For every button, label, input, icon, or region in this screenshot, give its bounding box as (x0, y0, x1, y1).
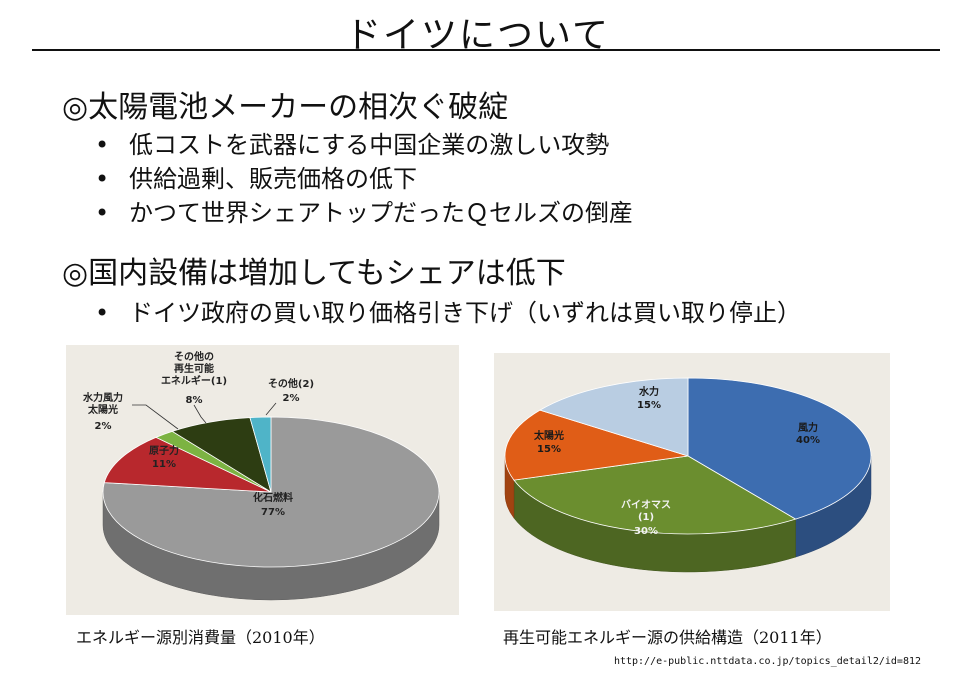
pie-slice (103, 436, 272, 493)
pie-slice (249, 416, 272, 493)
energy-consumption-pie-svg: 化石燃料 77% 原子力 11% 水力風力太陽光 2% その他の再生可能エネルギー(1) 8%… (66, 345, 459, 615)
renewable-supply-pie-chart: 風力 40% バイオマス(1) 30% 太陽光 15% 水力 15% (494, 353, 890, 611)
leader-line (132, 404, 179, 430)
slice-label-hydro-wind-solar: 水力風力太陽光 (82, 391, 123, 416)
bullet-item: • 供給過剰、販売価格の低下 (95, 162, 633, 196)
chart-2-caption: 再生可能エネルギー源の供給構造（2011年） (503, 628, 832, 647)
bullet-text: ドイツ政府の買い取り価格引き下げ（いずれは買い取り停止） (129, 299, 801, 327)
bullet-item: • ドイツ政府の買い取り価格引き下げ（いずれは買い取り停止） (95, 296, 801, 330)
section-1-bullets: • 低コストを武器にする中国企業の激しい攻勢 • 供給過剰、販売価格の低下 • かつて… (95, 128, 633, 230)
slice-value-wind: 40% (796, 435, 820, 446)
slice-label-other-renewable: その他の再生可能エネルギー(1) (161, 350, 227, 387)
energy-consumption-pie-chart: 化石燃料 77% 原子力 11% 水力風力太陽光 2% その他の再生可能エネルギー(1) 8%… (66, 345, 459, 615)
slice-label-biomass: バイオマス(1) (621, 499, 671, 523)
source-url: http://e-public.nttdata.co.jp/topics_det… (613, 656, 921, 667)
bullet-dot: • (95, 199, 110, 227)
pie-slice (102, 416, 440, 568)
slice-value-other: 2% (283, 393, 300, 404)
leader-line (193, 404, 207, 424)
slice-value-hydro-wind-solar: 2% (95, 421, 112, 432)
chart-1-caption: エネルギー源別消費量（2010年） (76, 628, 325, 647)
section-heading-2: ◎国内設備は増加してもシェアは低下 (62, 256, 566, 291)
slice-value-fossil: 77% (261, 507, 285, 518)
pie-slice (687, 377, 872, 520)
slice-value-hydro: 15% (637, 400, 661, 411)
bullet-dot: • (95, 165, 110, 193)
bullet-dot: • (95, 131, 110, 159)
slice-value-biomass: 30% (634, 526, 658, 537)
bullet-dot: • (95, 299, 110, 327)
bullet-text: 供給過剰、販売価格の低下 (129, 165, 417, 193)
pie-slice (504, 409, 689, 481)
pie-slice (538, 377, 689, 457)
slice-label-fossil: 化石燃料 (253, 491, 293, 504)
title-underline (32, 49, 940, 51)
section-heading-1: ◎太陽電池メーカーの相次ぐ破綻 (62, 90, 509, 125)
bullet-item: • 低コストを武器にする中国企業の激しい攻勢 (95, 128, 633, 162)
bullet-text: 低コストを武器にする中国企業の激しい攻勢 (129, 131, 610, 159)
slice-value-solar: 15% (537, 444, 561, 455)
slice-label-nuclear: 原子力 (149, 444, 179, 457)
bullet-item: • かつて世界シェアトップだったＱセルズの倒産 (95, 196, 633, 230)
slice-label-wind: 風力 (798, 421, 818, 434)
slice-label-hydro: 水力 (638, 385, 659, 398)
slice-value-other-renewable: 8% (186, 395, 203, 406)
bullet-text: かつて世界シェアトップだったＱセルズの倒産 (129, 199, 633, 227)
slice-value-nuclear: 11% (152, 459, 176, 470)
pie-slice (513, 455, 797, 535)
slice-label-solar: 太陽光 (533, 429, 564, 442)
section-2-bullets: • ドイツ政府の買い取り価格引き下げ（いずれは買い取り停止） (95, 296, 801, 330)
leader-line (265, 402, 277, 416)
slice-label-other: その他(2) (268, 377, 314, 390)
